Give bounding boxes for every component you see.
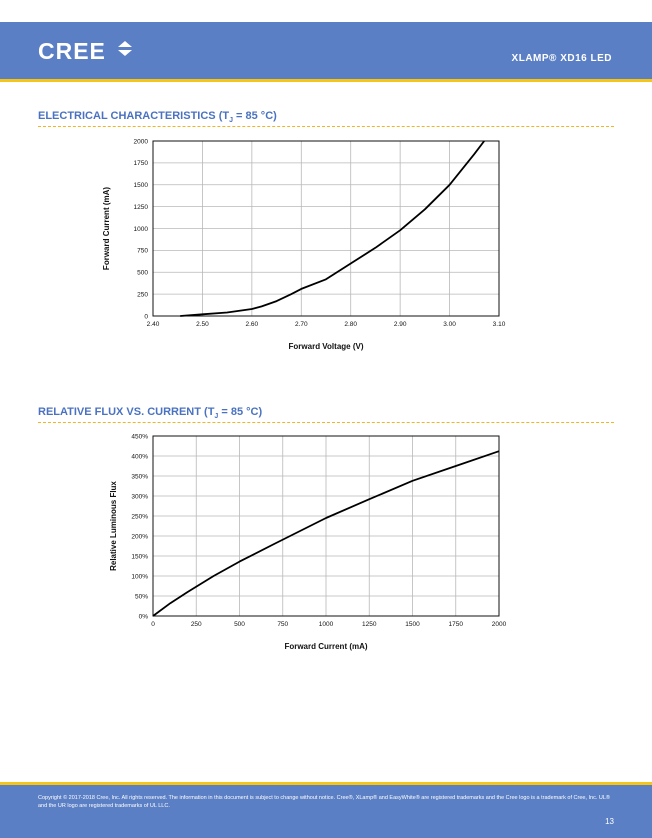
section-title-tail: = 85 °C) (218, 406, 263, 418)
x-axis-title: Forward Voltage (V) (289, 342, 364, 351)
y-tick-label: 150% (131, 553, 148, 560)
section-title-subscript: J (214, 413, 219, 421)
relative-flux-chart: 0% 50% 100% 150% 200% 250% 300% 350% 400% 450% 0 25… (109, 433, 507, 651)
y-tick-label: 300% (131, 493, 148, 500)
x-tick-label: 2.50 (196, 321, 209, 328)
y-tick-label: 0 (144, 313, 148, 320)
page-footer: Copyright © 2017-2018 Cree, Inc. All rig… (0, 782, 652, 838)
x-tick-label: 1000 (319, 621, 334, 628)
x-tick-label: 2.60 (246, 321, 259, 328)
cree-logo: CREE (38, 38, 106, 64)
y-tick-label: 250% (131, 513, 148, 520)
section-title-flux: RELATIVE FLUX VS. CURRENT (TJ = 85 °C) (38, 406, 262, 420)
copyright-notice: Copyright © 2017-2018 Cree, Inc. All rig… (38, 795, 610, 809)
x-tick-label: 1750 (449, 621, 464, 628)
y-tick-label: 250 (137, 291, 148, 298)
y-tick-label: 1000 (134, 226, 149, 233)
y-tick-label: 400% (131, 453, 148, 460)
y-tick-label: 1750 (134, 160, 149, 167)
section-title-electrical: ELECTRICAL CHARACTERISTICS (TJ = 85 °C) (38, 110, 277, 124)
series-line (180, 140, 485, 317)
page-number: 13 (605, 817, 614, 826)
x-tick-label: 1250 (362, 621, 377, 628)
section-title-tail: = 85 °C) (232, 110, 277, 122)
x-tick-label: 2.70 (295, 321, 308, 328)
x-tick-label: 2.80 (344, 321, 357, 328)
y-tick-label: 100% (131, 573, 148, 580)
y-tick-label: 1250 (134, 204, 149, 211)
section-title-subscript: J (229, 117, 233, 125)
y-tick-label: 2000 (134, 138, 149, 145)
x-tick-label: 2.90 (394, 321, 407, 328)
x-tick-label: 500 (234, 621, 245, 628)
y-tick-label: 750 (137, 248, 148, 255)
section-title-text: ELECTRICAL CHARACTERISTICS (T (38, 110, 230, 122)
plot-frame (152, 140, 500, 317)
y-tick-label: 1500 (134, 182, 149, 189)
x-tick-label: 250 (191, 621, 202, 628)
forward-voltage-chart: 0 250 500 750 1000 1250 1500 1750 2000 2.40 2.50 2.… (102, 138, 506, 351)
y-tick-label: 350% (131, 473, 148, 480)
section-divider (38, 422, 614, 423)
x-tick-label: 3.00 (443, 321, 456, 328)
y-tick-label: 450% (131, 433, 148, 440)
x-tick-label: 1500 (405, 621, 420, 628)
y-tick-label: 0% (139, 613, 149, 620)
plot-frame (152, 435, 500, 617)
y-axis-title: Relative Luminous Flux (109, 481, 118, 571)
y-tick-label: 500 (137, 270, 148, 277)
x-tick-label: 750 (277, 621, 288, 628)
y-axis-title: Forward Current (mA) (102, 187, 111, 270)
document-title: XLAMP® XD16 LED (511, 53, 612, 64)
series-line (152, 450, 500, 617)
page-header: CREE XLAMP® XD16 LED (0, 22, 652, 82)
x-tick-label: 2.40 (147, 321, 160, 328)
y-tick-label: 50% (135, 593, 148, 600)
section-title-text: RELATIVE FLUX VS. CURRENT (T (38, 406, 215, 418)
x-axis-title: Forward Current (mA) (284, 642, 367, 651)
x-tick-label: 3.10 (493, 321, 506, 328)
x-tick-label: 2000 (492, 621, 507, 628)
y-tick-label: 200% (131, 533, 148, 540)
section-divider (38, 126, 614, 127)
x-tick-label: 0 (151, 621, 155, 628)
cree-logo-mark-icon (118, 41, 132, 56)
